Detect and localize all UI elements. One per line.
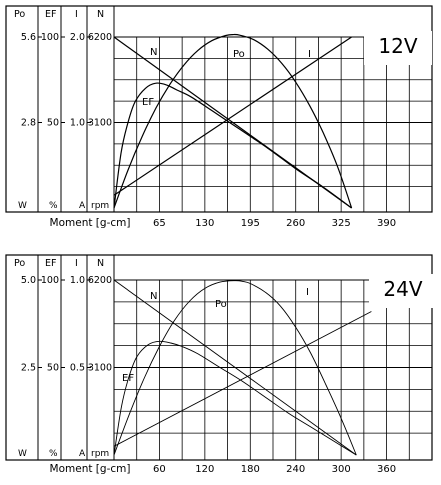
axis-tick-N-mid: 3100 [88,118,112,129]
x-tick-label-65: 65 [153,218,166,229]
axis-tick-I-max: 2.0 [70,32,85,43]
axis-header-N: N [97,9,104,20]
axis-header-EF: EF [45,258,56,269]
panel-frame [5,5,433,213]
axis-unit-EF: % [49,449,58,459]
x-tick-label-390: 390 [377,218,396,229]
axis-header-Po: Po [14,258,25,269]
title-box [369,274,437,308]
axis-unit-Po: W [18,449,27,459]
series-label-N: N [150,47,157,58]
x-tick-label-260: 260 [286,218,305,229]
axis-unit-I: A [79,201,86,211]
x-tick-label-60: 60 [153,464,166,475]
axis-tick-Po-max: 5.6 [21,32,36,43]
x-tick-label-195: 195 [241,218,260,229]
series-label-I: I [306,287,309,298]
axis-tick-N-max: 6200 [88,32,112,43]
x-axis-title: Moment [g-cm] [50,463,131,475]
series-label-Po: Po [233,49,245,60]
axis-unit-Po: W [18,201,27,211]
axis-unit-N: rpm [91,449,109,459]
chart-panel-1: Po 5.6 2.8 W EF 100 50% I 2.0 1.0 A N 6200 3100 rpm 12V… [5,5,433,229]
axis-tick-Po-mid: 2.5 [21,363,36,374]
axis-tick-EF-max: 100 [41,32,59,43]
series-label-EF: EF [142,97,154,108]
x-tick-label-240: 240 [286,464,305,475]
panel-frame [5,254,433,461]
series-label-N: N [150,291,157,302]
series-line-Po [113,280,357,456]
x-tick-label-180: 180 [241,464,260,475]
axis-tick-Po-max: 5.0 [21,275,36,286]
series-line-EF [113,82,352,209]
series-label-EF: EF [122,373,134,384]
series-label-Po: Po [215,299,227,310]
x-tick-label-300: 300 [332,464,351,475]
chart-title: 12V [378,34,417,58]
axis-tick-EF-max: 100 [41,275,59,286]
axis-tick-I-mid: 0.5 [70,363,85,374]
series-line-EF [113,340,357,456]
axis-tick-EF-mid: 50 [47,363,59,374]
series-line-Po [113,33,353,209]
chart-panel-2: Po 5.0 2.5 W EF 100 50% I 1.0 0.5 A N 6200 3100 rpm 24V… [5,254,437,475]
axis-header-N: N [97,258,104,269]
axis-header-Po: Po [14,9,25,20]
axis-tick-I-max: 1.0 [70,275,85,286]
axis-unit-I: A [79,449,86,459]
x-tick-label-120: 120 [195,464,214,475]
x-tick-label-325: 325 [332,218,351,229]
series-line-I [113,311,372,447]
title-box [364,31,432,65]
axis-tick-EF-mid: 50 [47,118,59,129]
axis-tick-I-mid: 1.0 [70,118,85,129]
axis-header-EF: EF [45,9,56,20]
axis-tick-N-mid: 3100 [88,363,112,374]
axis-unit-N: rpm [91,201,109,211]
axis-tick-N-max: 6200 [88,275,112,286]
chart-title: 24V [383,277,422,301]
series-line-I [113,36,352,196]
series-line-N [113,279,357,456]
x-tick-label-130: 130 [195,218,214,229]
axis-header-I: I [75,258,78,269]
axis-unit-EF: % [49,201,58,211]
x-axis-title: Moment [g-cm] [50,217,131,229]
x-tick-label-360: 360 [377,464,396,475]
series-label-I: I [308,49,311,60]
axis-tick-Po-mid: 2.8 [21,118,36,129]
axis-header-I: I [75,9,78,20]
